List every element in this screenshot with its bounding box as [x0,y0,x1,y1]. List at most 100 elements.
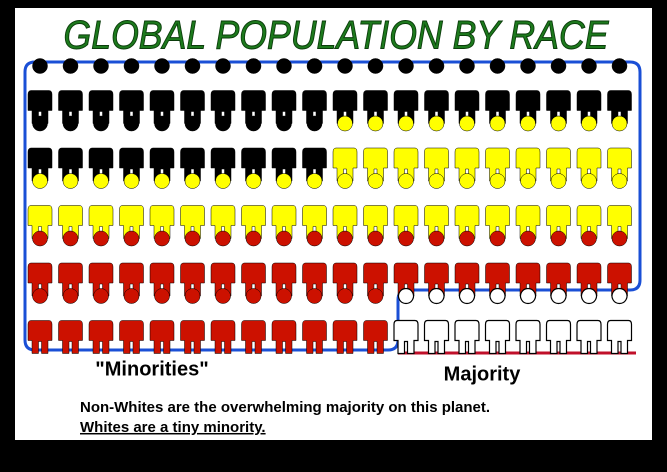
person-icon [88,288,114,354]
person-icon [485,115,510,182]
person-icon [576,230,602,297]
person-icon [454,287,480,355]
person-icon [485,58,510,124]
person-icon [485,230,510,297]
person-icon [332,173,358,239]
person-icon [363,288,388,354]
figures [27,58,633,355]
person-icon [302,288,327,354]
person-icon [363,173,388,239]
person-icon [302,230,327,297]
person-icon [210,173,236,239]
person-icon [88,230,114,297]
person-icon [180,173,205,239]
person-icon [332,230,358,297]
person-icon [149,173,175,239]
person-icon [393,173,419,239]
person-icon [210,115,236,182]
person-icon [363,230,388,297]
person-icon [27,288,53,354]
person-icon [88,58,114,124]
person-icon [454,115,480,182]
person-icon [606,287,633,355]
person-icon [241,288,266,354]
person-icon [393,58,419,124]
person-icon [424,230,449,297]
person-icon [210,58,236,124]
person-icon [302,115,327,182]
person-icon [607,58,632,124]
person-icon [27,230,53,297]
person-icon [546,115,571,182]
person-icon [58,58,83,124]
person-icon [119,58,144,124]
person-icon [27,173,53,239]
person-icon [363,58,388,124]
person-icon [271,173,297,239]
minority-outline [23,60,642,352]
person-icon [149,230,175,297]
person-icon [210,230,236,297]
person-icon [58,115,83,182]
person-icon [607,115,632,182]
person-icon [241,115,266,182]
person-icon [180,115,205,182]
person-icon [546,173,571,239]
person-icon [515,173,541,239]
person-icon [607,173,632,239]
person-icon [454,230,480,297]
group-label: Majority [444,363,522,385]
person-icon [485,173,510,239]
chart-title: GLOBAL POPULATION BY RACE [64,14,610,58]
person-icon [393,287,419,355]
person-icon [424,173,449,239]
person-icon [546,230,571,297]
note: Non-Whites are the overwhelming majority… [80,399,490,416]
person-icon [454,58,480,124]
person-icon [607,230,632,297]
note: Whites are a tiny minority. [80,419,266,436]
person-icon [119,173,144,239]
person-icon [271,115,297,182]
person-icon [393,115,419,182]
person-icon [576,58,602,124]
person-icon [58,230,83,297]
person-icon [515,287,541,355]
person-icon [454,173,480,239]
person-icon [546,58,571,124]
person-icon [515,230,541,297]
person-icon [27,58,53,124]
person-icon [88,115,114,182]
person-icon [180,288,205,354]
person-icon [302,58,327,124]
group-label: "Minorities" [95,358,208,380]
person-icon [484,287,511,355]
person-icon [576,115,602,182]
person-icon [271,288,297,354]
person-icon [576,173,602,239]
person-icon [27,115,53,182]
person-icon [210,288,236,354]
person-icon [332,115,358,182]
person-icon [423,287,450,355]
person-icon [58,173,83,239]
person-icon [241,173,266,239]
person-icon [515,58,541,124]
person-icon [119,288,144,354]
person-icon [241,230,266,297]
person-icon [302,173,327,239]
person-icon [180,230,205,297]
person-icon [363,115,388,182]
person-icon [149,115,175,182]
person-icon [119,115,144,182]
person-icon [515,115,541,182]
person-icon [149,288,175,354]
person-icon [545,287,572,355]
person-icon [393,230,419,297]
person-icon [88,173,114,239]
person-icon [576,287,602,355]
person-icon [180,58,205,124]
person-icon [332,288,358,354]
